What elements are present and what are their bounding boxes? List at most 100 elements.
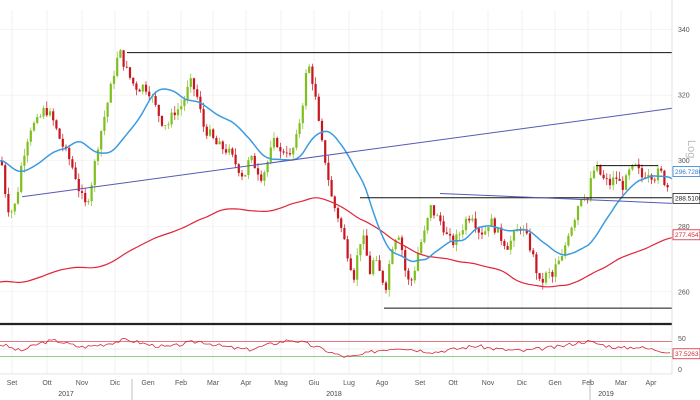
candle-body: [503, 240, 506, 246]
candle-body: [218, 141, 221, 145]
price-tag: 277.4547: [675, 232, 700, 239]
rsi-tag-box: [672, 348, 700, 360]
candle-body: [660, 168, 663, 171]
candle-body: [228, 148, 231, 153]
year-label: 2019: [598, 391, 614, 398]
candle-body: [176, 109, 180, 116]
candle-body: [461, 230, 464, 235]
x-tick-label: Mar: [615, 380, 628, 387]
price-tag-box: [672, 229, 700, 241]
candle-body: [423, 230, 426, 243]
candle-body: [141, 84, 144, 92]
candle-body: [173, 112, 176, 116]
candle-body: [500, 227, 503, 241]
candle-body: [125, 66, 128, 68]
candle-body: [160, 115, 164, 126]
candle-body: [586, 198, 589, 200]
candle-body: [564, 245, 567, 257]
candle-body: [634, 164, 637, 166]
price-tag-box: [672, 193, 700, 204]
candle-body: [128, 67, 132, 78]
candle-body: [560, 256, 564, 261]
candle-body: [250, 155, 253, 161]
y-tick-label: 260: [678, 289, 690, 296]
candle-body: [212, 129, 215, 138]
candle-body: [144, 84, 148, 92]
candle-body: [352, 270, 356, 280]
candle-body: [666, 184, 669, 188]
candle-body: [77, 178, 80, 192]
candle-body: [295, 134, 298, 148]
candle-body: [506, 245, 509, 250]
candle-body: [52, 111, 55, 121]
candle-body: [343, 227, 346, 240]
candle-body: [445, 232, 448, 234]
candle-body: [359, 244, 362, 256]
candle-body: [167, 124, 170, 126]
candle-body: [285, 152, 288, 154]
candle-body: [365, 235, 368, 256]
x-tick-label: Mag: [274, 380, 288, 387]
candle-body: [656, 168, 660, 181]
candle-body: [384, 282, 388, 290]
candle-body: [372, 260, 375, 275]
candle-body: [468, 218, 471, 221]
candle-body: [80, 191, 84, 193]
candle-body: [436, 215, 439, 217]
candle-body: [170, 112, 173, 125]
candle-body: [304, 72, 308, 106]
candle-body: [240, 172, 244, 177]
candle-body: [55, 120, 58, 129]
candle-body: [157, 104, 160, 116]
candle-body: [490, 218, 493, 228]
candle-body: [653, 179, 656, 181]
candle-body: [64, 146, 68, 149]
candle-body: [624, 175, 628, 190]
candle-body: [608, 178, 612, 186]
candle-body: [237, 164, 240, 173]
candle-body: [45, 108, 48, 116]
candle-body: [202, 109, 205, 127]
candle-body: [100, 130, 103, 150]
candle-body: [464, 218, 468, 231]
candle-body: [605, 178, 608, 180]
candle-body: [455, 234, 458, 246]
candle-body: [349, 258, 352, 271]
x-tick-label: Lug: [343, 380, 355, 387]
candle-body: [557, 260, 560, 265]
candle-body: [496, 227, 500, 233]
candle-body: [378, 260, 381, 271]
candle-body: [215, 137, 218, 145]
candle-body: [548, 271, 551, 273]
candle-body: [330, 180, 333, 197]
candle-body: [618, 178, 621, 181]
candle-body: [231, 148, 234, 155]
x-tick-label: Apr: [646, 380, 658, 387]
candle-body: [288, 153, 292, 155]
moving-average-fast: [0, 88, 673, 263]
candle-body: [13, 203, 16, 212]
candle-body: [375, 260, 378, 262]
year-label: 2017: [58, 391, 74, 398]
candle-body: [298, 123, 301, 135]
candle-body: [512, 231, 516, 241]
candle-body: [551, 271, 554, 277]
candle-body: [532, 250, 535, 255]
candle-body: [301, 105, 304, 124]
candle-body: [404, 250, 407, 271]
candle-body: [90, 185, 93, 202]
y-tick-label: 300: [678, 158, 690, 165]
candle-body: [397, 237, 400, 240]
candle-body: [416, 252, 420, 271]
candle-body: [320, 120, 324, 141]
candle-body: [612, 177, 615, 186]
x-tick-label: Nov: [76, 380, 89, 387]
price-tag: 288.5100: [675, 196, 700, 203]
candle-body: [253, 155, 256, 169]
price-tag-box: [672, 166, 700, 177]
candle-body: [439, 215, 442, 222]
candle-body: [132, 77, 135, 84]
trendline: [439, 192, 673, 204]
candle-body: [535, 254, 538, 274]
candle-body: [96, 149, 100, 162]
